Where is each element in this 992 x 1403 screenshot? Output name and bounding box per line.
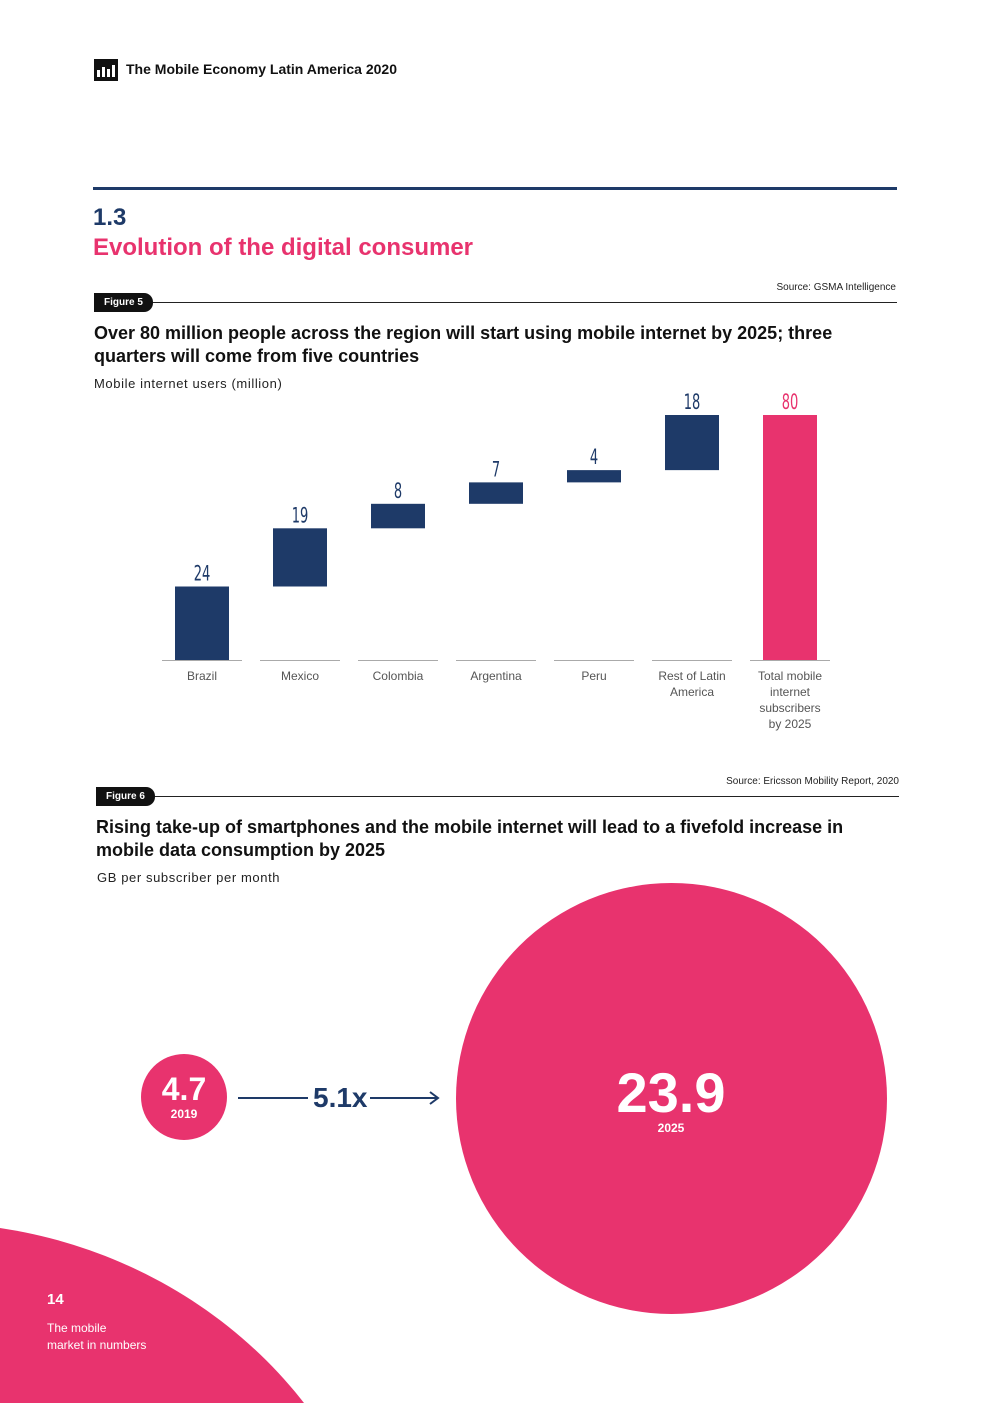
bar-3	[469, 482, 523, 504]
footer-section-label: The mobile market in numbers	[47, 1320, 207, 1354]
section-number: 1.3	[93, 204, 127, 231]
bar-value-label-6: 80	[782, 391, 799, 415]
bar-value-label-5: 18	[684, 391, 701, 415]
footer-line-1: The mobile	[47, 1321, 107, 1335]
category-label-6: Total mobile internet subscribers by 2025	[758, 669, 822, 731]
bar-1	[273, 528, 327, 587]
figure6-label: Figure 6	[96, 787, 155, 806]
category-label-4: Peru	[581, 669, 606, 683]
bubble-2025-value: 23.9	[616, 1061, 726, 1124]
figure6-subtitle: GB per subscriber per month	[97, 870, 281, 885]
bar-value-label-4: 4	[590, 446, 598, 470]
figure5-title: Over 80 million people across the region…	[94, 323, 833, 366]
section-divider	[93, 187, 897, 190]
footer-decoration	[0, 1228, 304, 1403]
bar-4	[567, 470, 621, 483]
bubble-2019-value: 4.7	[161, 1071, 207, 1107]
figure5-source: Source: GSMA Intelligence	[776, 282, 896, 293]
bar-0	[175, 586, 229, 660]
figure5-label: Figure 5	[94, 293, 153, 312]
category-label-3: Argentina	[470, 669, 522, 683]
growth-multiplier: 5.1x	[313, 1082, 368, 1113]
bar-5	[665, 415, 719, 471]
bar-value-label-3: 7	[492, 458, 500, 482]
category-label-1: Mexico	[281, 669, 319, 683]
growth-arrow	[238, 1091, 440, 1105]
report-logo-icon	[94, 59, 118, 81]
figure6-rule	[96, 796, 899, 797]
bubble-2019	[141, 1054, 227, 1140]
section-title: Evolution of the digital consumer	[93, 234, 474, 261]
bubble-2019-year: 2019	[170, 1107, 198, 1121]
category-label-2: Colombia	[373, 669, 424, 683]
bubble-2025-year: 2025	[657, 1121, 685, 1135]
report-title: The Mobile Economy Latin America 2020	[126, 61, 398, 77]
page-number: 14	[47, 1291, 64, 1308]
figure5-subtitle: Mobile internet users (million)	[94, 376, 283, 391]
bubble-2025	[456, 883, 887, 1314]
waterfall-chart: 24 Brazil 19 Mexico 8 Colombia 7 Argentina 4 Peru…	[162, 391, 830, 731]
bar-value-label-0: 24	[194, 562, 211, 586]
category-label-0: Brazil	[187, 669, 217, 683]
footer-line-2: market in numbers	[47, 1338, 147, 1352]
figure6-source: Source: Ericsson Mobility Report, 2020	[726, 776, 899, 787]
bar-value-label-1: 19	[292, 504, 309, 528]
category-label-5: Rest of Latin America	[658, 669, 725, 699]
figure6-title: Rising take-up of smartphones and the mo…	[96, 817, 844, 860]
bar-6	[763, 415, 817, 660]
figure5-rule	[94, 302, 897, 303]
bar-value-label-2: 8	[394, 480, 402, 504]
bar-2	[371, 503, 425, 529]
